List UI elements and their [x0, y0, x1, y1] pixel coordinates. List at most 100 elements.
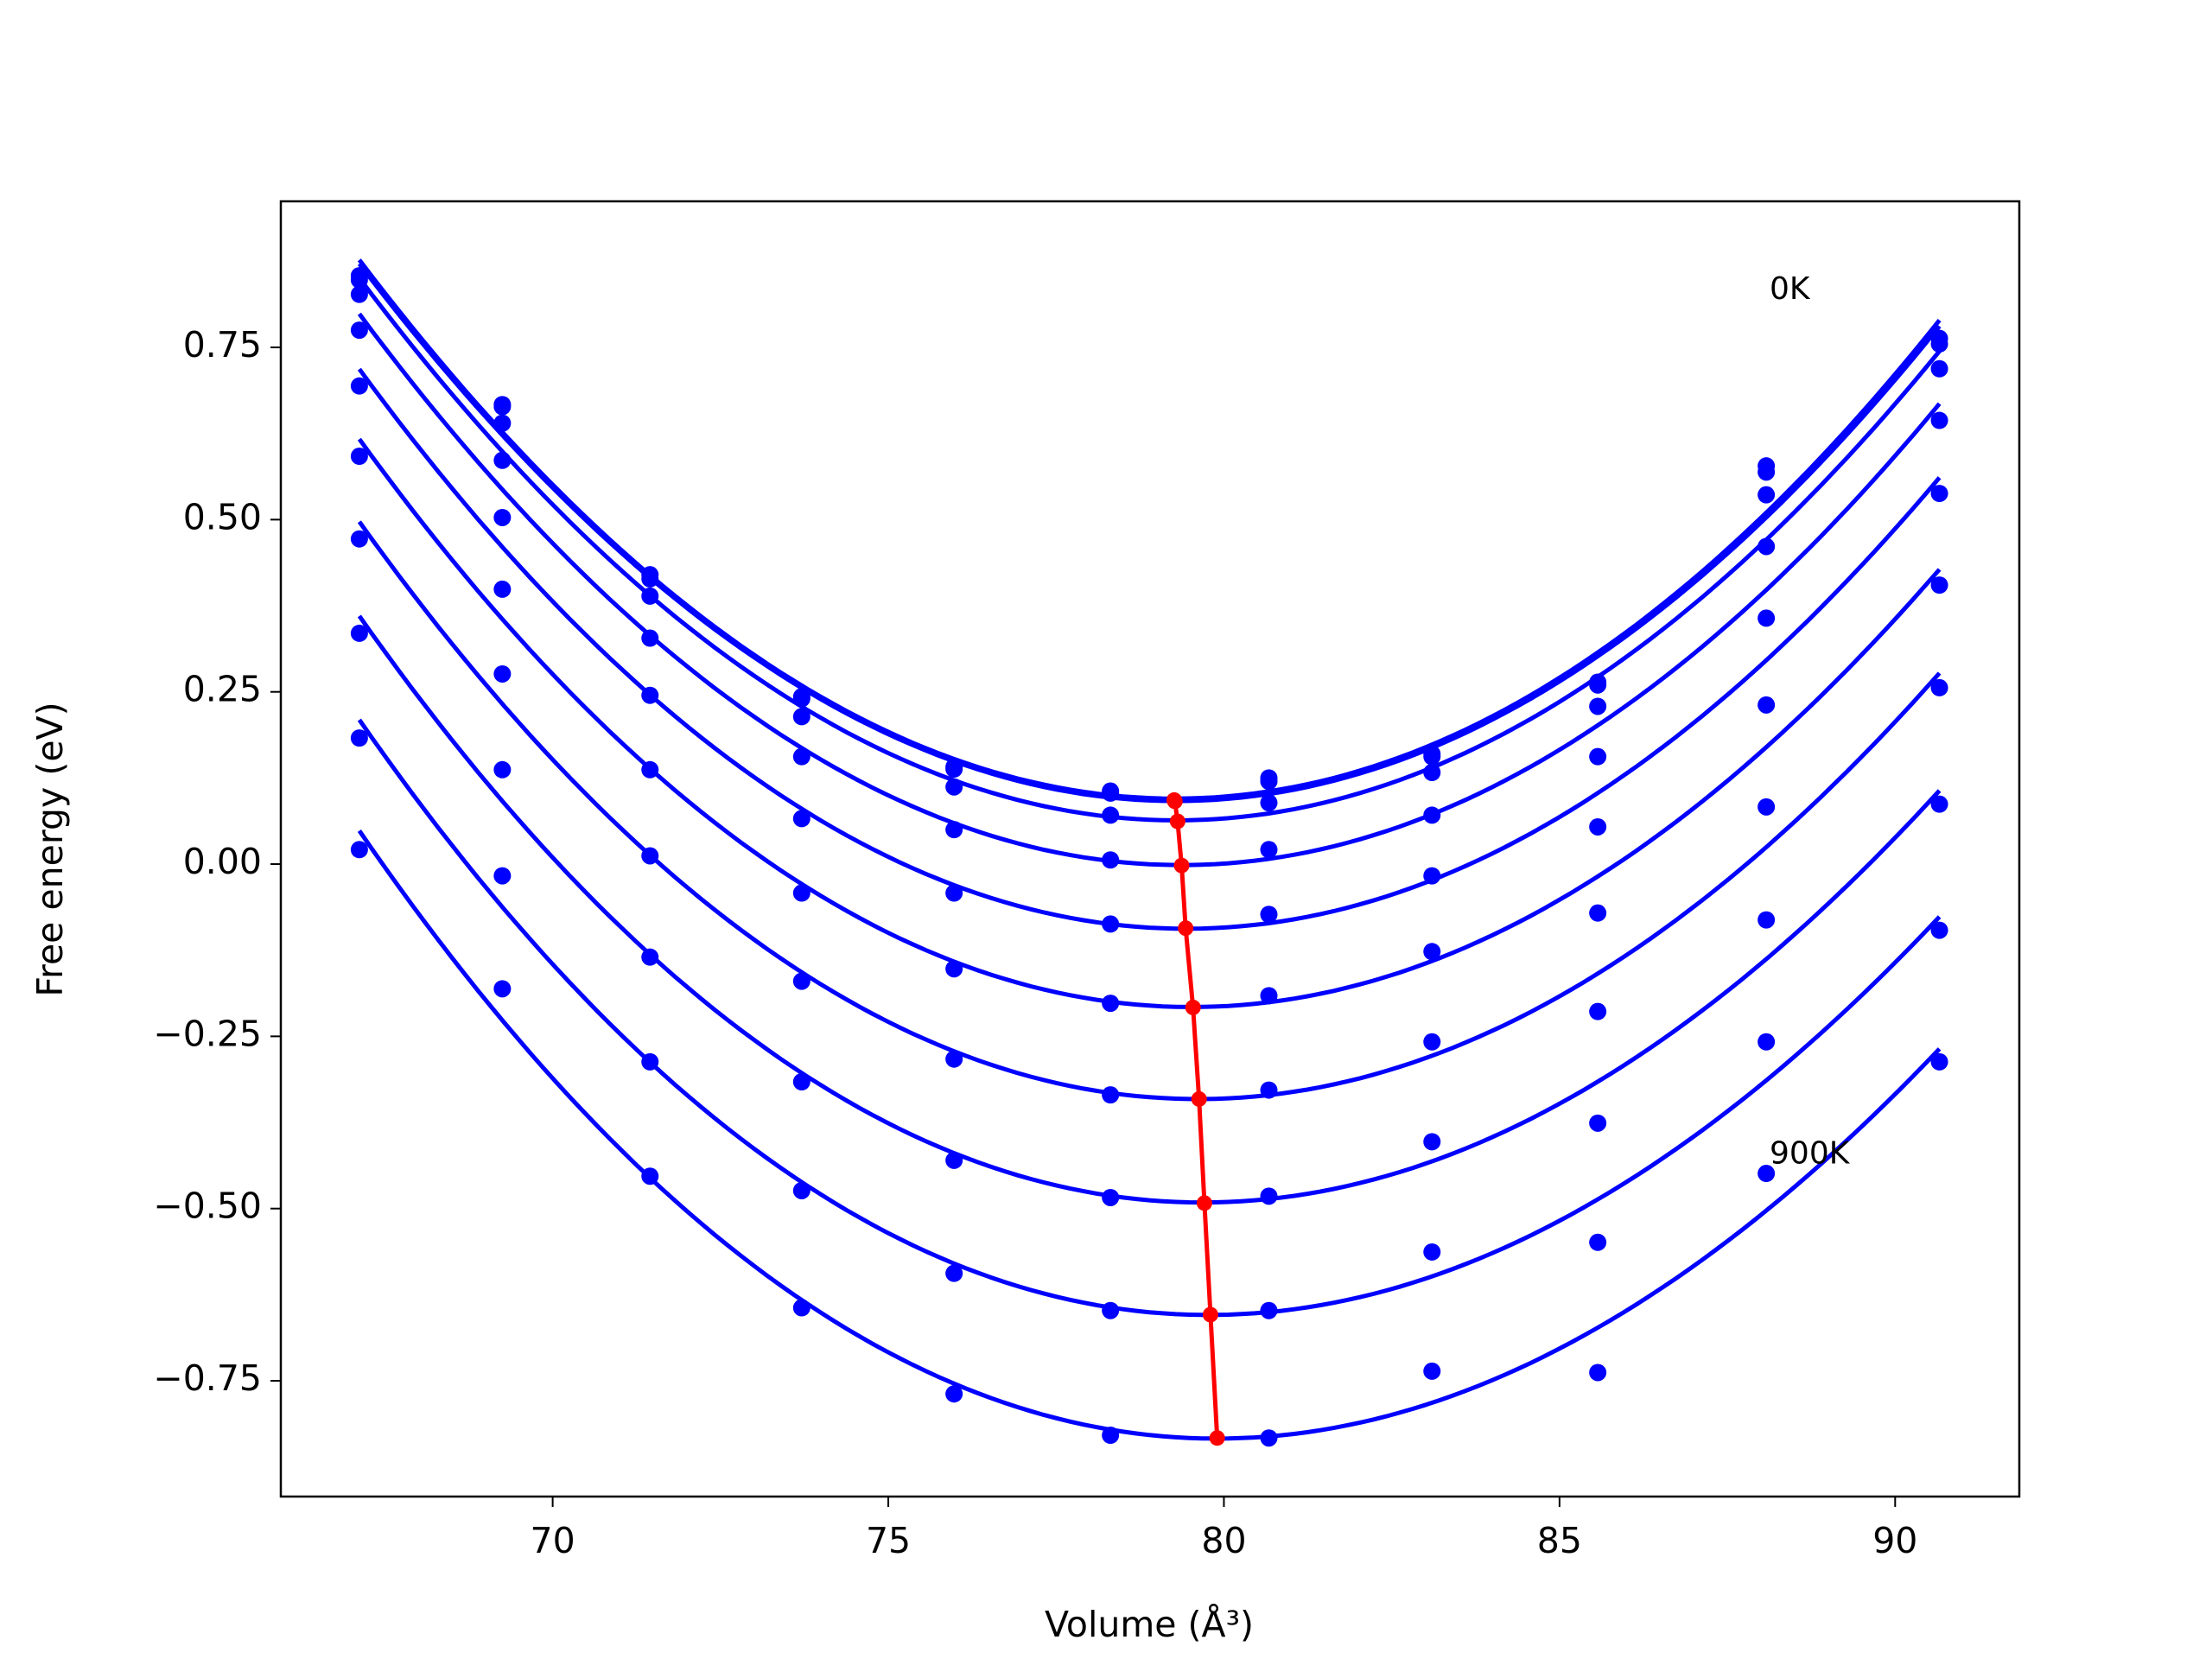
data-point: [1930, 411, 1948, 429]
data-point: [1423, 867, 1441, 885]
data-point: [1589, 1114, 1607, 1132]
data-point: [493, 397, 512, 416]
data-point: [493, 980, 512, 998]
data-point: [945, 1050, 963, 1068]
data-point: [1930, 359, 1948, 378]
y-tick-label: 0.75: [183, 324, 262, 365]
minimum-point: [1209, 1430, 1225, 1446]
minimum-point: [1173, 857, 1190, 874]
data-point: [792, 1299, 810, 1317]
y-axis-label: Free energy (eV): [29, 702, 71, 996]
data-point: [1260, 1429, 1278, 1447]
data-point: [1930, 1052, 1948, 1071]
fit-curve: [357, 614, 1942, 1205]
data-point: [1423, 806, 1441, 824]
data-point: [350, 624, 368, 642]
data-point: [1102, 1086, 1120, 1104]
data-point: [1758, 537, 1776, 556]
data-point: [1102, 995, 1120, 1013]
data-point: [493, 760, 512, 779]
y-tick-label: 0.25: [183, 669, 262, 710]
data-point: [1423, 1362, 1441, 1380]
fit-curve: [357, 262, 1942, 804]
data-point: [641, 760, 659, 779]
fit-curve: [357, 829, 1942, 1441]
data-point: [493, 414, 512, 432]
data-point: [1758, 609, 1776, 627]
x-tick-label: 70: [531, 1520, 575, 1561]
data-point: [1758, 463, 1776, 481]
data-point: [1758, 696, 1776, 714]
data-point: [945, 884, 963, 902]
data-point: [1589, 697, 1607, 715]
data-point: [493, 451, 512, 469]
x-tick-label: 80: [1201, 1520, 1246, 1561]
data-point: [641, 1052, 659, 1071]
data-point: [1423, 747, 1441, 766]
data-point: [641, 629, 659, 647]
y-tick-label: −0.50: [153, 1185, 262, 1227]
y-tick-label: −0.25: [153, 1013, 262, 1054]
data-point: [1102, 1427, 1120, 1445]
data-point: [1260, 841, 1278, 859]
annotation: 900K: [1770, 1136, 1851, 1172]
data-point: [792, 972, 810, 990]
data-point: [1758, 486, 1776, 504]
annotation: 0K: [1770, 271, 1811, 307]
data-point: [1102, 1301, 1120, 1319]
minimum-point: [1185, 999, 1201, 1015]
data-point: [641, 587, 659, 605]
data-point: [350, 377, 368, 395]
data-point: [945, 821, 963, 839]
x-tick-label: 85: [1537, 1520, 1582, 1561]
plot-frame: [279, 200, 2021, 1498]
data-point: [1423, 1033, 1441, 1051]
data-point: [945, 778, 963, 796]
data-point: [792, 810, 810, 828]
x-tick-label: 90: [1872, 1520, 1917, 1561]
data-point: [350, 729, 368, 747]
data-point: [1260, 772, 1278, 791]
data-point: [1260, 1301, 1278, 1319]
data-point: [350, 321, 368, 340]
data-point: [945, 1151, 963, 1169]
data-point: [641, 569, 659, 588]
data-point: [641, 1167, 659, 1185]
data-point: [945, 1385, 963, 1403]
x-axis-label: Volume (Å³): [1045, 1604, 1254, 1645]
data-point: [1102, 806, 1120, 824]
data-point: [1260, 1081, 1278, 1099]
data-point: [1102, 1188, 1120, 1206]
data-point: [1930, 485, 1948, 503]
data-point: [350, 448, 368, 466]
fit-curve: [357, 312, 1942, 868]
data-point: [1758, 1033, 1776, 1051]
y-tick-label: −0.75: [153, 1357, 262, 1399]
data-point: [792, 1073, 810, 1091]
data-point: [1930, 795, 1948, 813]
data-point: [1589, 747, 1607, 766]
data-point: [1930, 335, 1948, 353]
data-point: [1930, 576, 1948, 594]
fit-curve: [357, 718, 1942, 1318]
data-point: [792, 1181, 810, 1199]
data-point: [1758, 798, 1776, 816]
data-point: [945, 1264, 963, 1282]
data-point: [1102, 915, 1120, 933]
fit-curve: [357, 367, 1942, 931]
data-point: [1260, 906, 1278, 924]
data-point: [945, 760, 963, 779]
data-point: [1423, 1243, 1441, 1261]
data-point: [792, 747, 810, 766]
data-point: [1589, 817, 1607, 836]
minimum-line: [1172, 798, 1220, 1439]
data-point: [493, 867, 512, 885]
data-point: [350, 285, 368, 303]
data-point: [1423, 943, 1441, 961]
data-point: [1589, 904, 1607, 922]
minimum-point: [1196, 1195, 1212, 1211]
data-point: [641, 948, 659, 966]
data-point: [493, 664, 512, 683]
